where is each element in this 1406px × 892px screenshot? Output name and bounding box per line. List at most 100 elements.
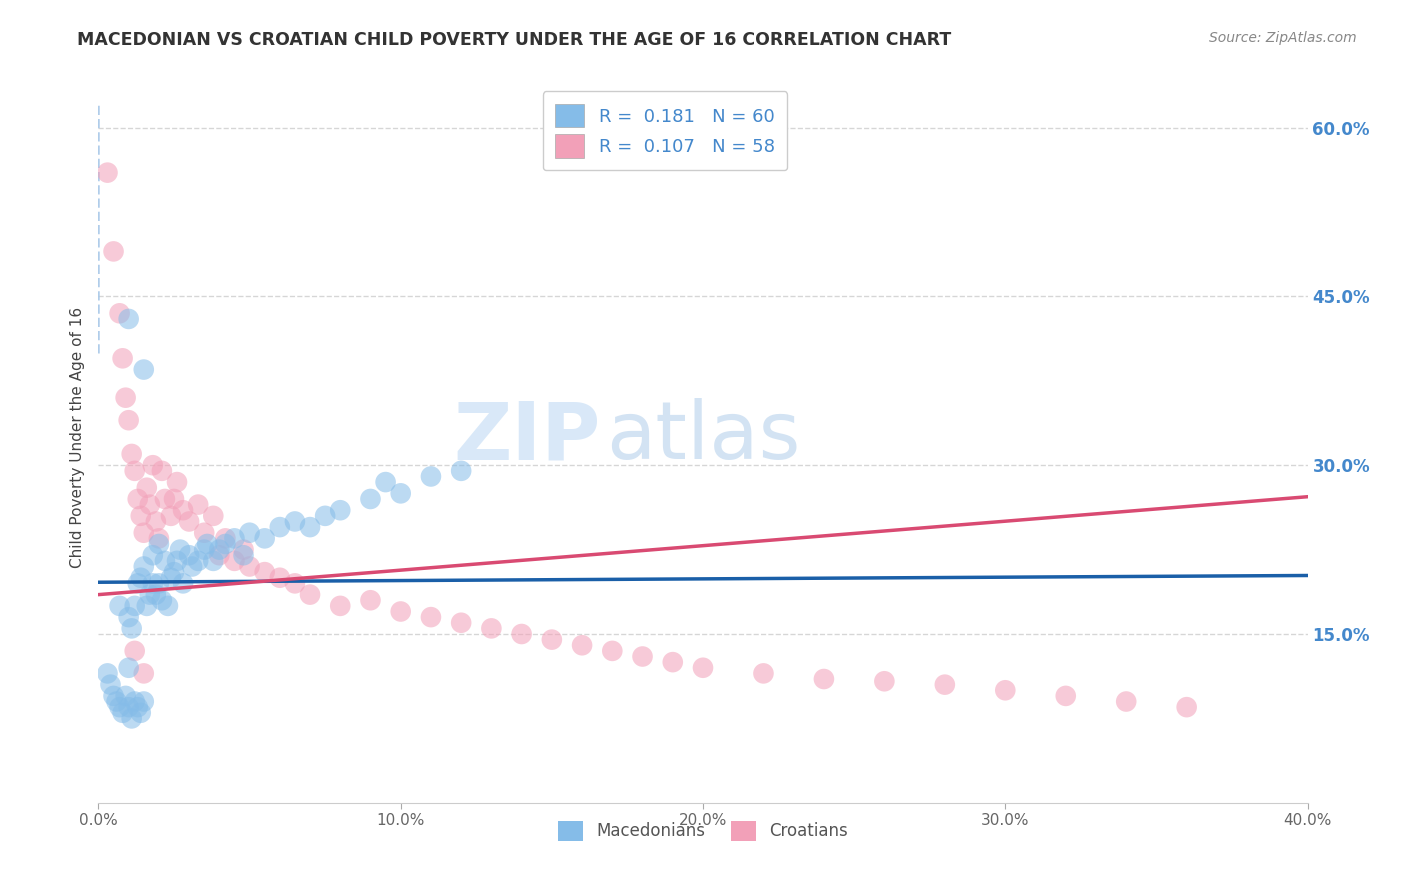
Point xyxy=(121,711,143,725)
Point xyxy=(602,644,624,658)
Point xyxy=(118,413,141,427)
Point xyxy=(114,391,136,405)
Point xyxy=(150,464,173,478)
Legend: Macedonians, Croatians: Macedonians, Croatians xyxy=(550,813,856,849)
Point xyxy=(135,599,157,613)
Point xyxy=(193,525,215,540)
Point xyxy=(208,548,231,562)
Point xyxy=(135,481,157,495)
Point xyxy=(118,312,141,326)
Point xyxy=(420,469,443,483)
Point xyxy=(103,244,125,259)
Point xyxy=(129,508,152,523)
Point xyxy=(132,559,155,574)
Point xyxy=(103,689,125,703)
Point xyxy=(994,683,1017,698)
Point xyxy=(239,559,262,574)
Point xyxy=(124,644,146,658)
Point xyxy=(813,672,835,686)
Point xyxy=(105,694,128,708)
Point xyxy=(132,666,155,681)
Point xyxy=(873,674,896,689)
Point xyxy=(450,615,472,630)
Point xyxy=(450,464,472,478)
Point xyxy=(166,475,188,489)
Point xyxy=(129,571,152,585)
Point xyxy=(145,588,167,602)
Point xyxy=(329,503,352,517)
Point xyxy=(389,605,412,619)
Point xyxy=(360,491,382,506)
Point xyxy=(510,627,533,641)
Point xyxy=(169,542,191,557)
Point xyxy=(111,706,134,720)
Point xyxy=(153,491,176,506)
Point xyxy=(208,542,231,557)
Point xyxy=(571,638,593,652)
Point xyxy=(118,661,141,675)
Point xyxy=(150,593,173,607)
Point xyxy=(195,537,218,551)
Point xyxy=(374,475,396,489)
Point xyxy=(481,621,503,635)
Point xyxy=(111,351,134,366)
Point xyxy=(224,532,246,546)
Point xyxy=(224,554,246,568)
Point xyxy=(132,362,155,376)
Point xyxy=(108,700,131,714)
Point xyxy=(148,576,170,591)
Point xyxy=(129,706,152,720)
Point xyxy=(631,649,654,664)
Point xyxy=(389,486,412,500)
Point xyxy=(127,576,149,591)
Point xyxy=(202,554,225,568)
Point xyxy=(108,306,131,320)
Point xyxy=(181,559,204,574)
Point xyxy=(172,503,194,517)
Point xyxy=(269,520,291,534)
Point xyxy=(232,548,254,562)
Point xyxy=(420,610,443,624)
Point xyxy=(166,554,188,568)
Y-axis label: Child Poverty Under the Age of 16: Child Poverty Under the Age of 16 xyxy=(69,307,84,567)
Point xyxy=(661,655,683,669)
Point xyxy=(114,689,136,703)
Point xyxy=(540,632,562,647)
Point xyxy=(934,678,956,692)
Point xyxy=(127,700,149,714)
Point xyxy=(752,666,775,681)
Point xyxy=(214,537,236,551)
Point xyxy=(284,515,307,529)
Point xyxy=(284,576,307,591)
Point xyxy=(142,458,165,473)
Point xyxy=(232,542,254,557)
Point xyxy=(139,588,162,602)
Point xyxy=(187,554,209,568)
Point xyxy=(163,491,186,506)
Point xyxy=(214,532,236,546)
Point xyxy=(160,508,183,523)
Point xyxy=(153,554,176,568)
Point xyxy=(142,548,165,562)
Point xyxy=(124,694,146,708)
Point xyxy=(239,525,262,540)
Point xyxy=(156,599,179,613)
Point xyxy=(148,537,170,551)
Point xyxy=(145,515,167,529)
Point xyxy=(329,599,352,613)
Point xyxy=(1115,694,1137,708)
Point xyxy=(269,571,291,585)
Point xyxy=(132,525,155,540)
Point xyxy=(100,678,122,692)
Point xyxy=(692,661,714,675)
Point xyxy=(253,532,276,546)
Point xyxy=(193,542,215,557)
Point xyxy=(132,694,155,708)
Point xyxy=(1054,689,1077,703)
Point xyxy=(160,571,183,585)
Point xyxy=(127,491,149,506)
Point xyxy=(179,548,201,562)
Point xyxy=(108,599,131,613)
Point xyxy=(1175,700,1198,714)
Point xyxy=(314,508,336,523)
